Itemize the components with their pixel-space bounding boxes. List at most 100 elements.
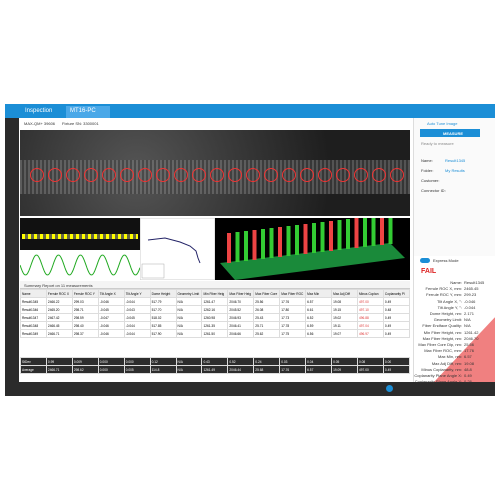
cell: 2045.52: [227, 305, 255, 314]
title-bar: [5, 104, 495, 118]
column-header: Ferrule ROC Y: [71, 289, 99, 298]
cell: N/A: [175, 305, 203, 314]
fiber-circle: [192, 168, 206, 182]
cell: 6.52: [305, 313, 333, 322]
result-label: Geometry Limit:: [433, 317, 462, 323]
cell: 0.04: [305, 357, 333, 366]
data-row[interactable]: Result1346 2465.20 298.71 -0.045 -0.043 517.7…: [20, 305, 411, 314]
cell: N/A: [175, 321, 203, 330]
column-header: Ferrule ROC X: [45, 289, 73, 298]
measure-label: MEASURE: [443, 131, 464, 136]
cell: -0.044: [123, 321, 151, 330]
cell: 517.79: [149, 297, 177, 306]
measure-button[interactable]: [420, 129, 480, 137]
result-value: Result1345: [464, 280, 485, 285]
column-header: Max Fiber Heig: [227, 289, 255, 298]
result-label: Max Fiber Height, nm:: [422, 335, 462, 341]
express-toggle[interactable]: [420, 258, 430, 263]
cell: 0.000: [123, 357, 151, 366]
result-value: N/A: [464, 317, 471, 323]
auto-tune[interactable]: Auto Tune Image: [427, 121, 458, 126]
summary-table-wrap: Name Ferrule ROC X Ferrule ROC Y Tilt Angle…: [20, 289, 411, 374]
stat-row: Average 2466.71 298.62 0.000 0.005 114.8 N/A 12…: [20, 365, 411, 374]
cell: 0.12: [149, 357, 177, 366]
3d-plot: [215, 218, 410, 280]
cell: 19.02: [331, 313, 358, 322]
cell: 0.49: [382, 297, 411, 306]
status-icon[interactable]: [386, 385, 393, 392]
bar-3d: [354, 218, 359, 248]
fiber-circle: [228, 168, 242, 182]
cell: 2466.71: [45, 329, 73, 338]
profile-plot: [20, 250, 140, 280]
tab-bg: [66, 106, 110, 118]
cell: 0.99: [45, 357, 73, 366]
cell: 19.11: [331, 321, 358, 330]
result-label: Max Fiber Core Dip, nm:: [418, 342, 462, 347]
tab[interactable]: MT16-PC: [70, 108, 96, 114]
bar-3d: [346, 219, 350, 249]
cell: 2465.20: [45, 305, 73, 314]
cell: 19.15: [331, 305, 358, 314]
bar-3d: [261, 229, 265, 259]
cell: -0.046: [97, 321, 125, 330]
cell: 298.37: [71, 329, 99, 338]
result-label: Fiber Endface Quality:: [422, 323, 462, 329]
cell: 17.80: [279, 305, 307, 314]
data-row[interactable]: Result1349 2466.71 298.37 -0.046 -0.044 517.9…: [20, 329, 411, 338]
column-header: Max Adj Diff: [331, 289, 358, 298]
cell: 2046.70: [227, 297, 255, 306]
data-row[interactable]: Result1347 2467.42 298.59 -0.047 -0.045 518.0…: [20, 313, 411, 322]
column-header: Geometry Limit: [175, 289, 203, 298]
cell: 517.90: [149, 329, 177, 338]
data-row[interactable]: Result1345 2466.22 299.03 -0.046 -0.044 517.7…: [20, 297, 411, 306]
fiber-circle: [102, 168, 116, 182]
fiber-circle: [174, 168, 188, 182]
bar-3d: [244, 231, 248, 261]
result-label: Min Fiber Height, nm:: [423, 329, 462, 335]
result-label: Ferrule ROC X, mm:: [425, 286, 462, 292]
cell: 0.03: [279, 357, 307, 366]
field-value[interactable]: My Results: [445, 168, 465, 173]
data-row[interactable]: Result1348 2466.45 298.40 -0.046 -0.044 517.8…: [20, 321, 411, 330]
sidebar: [5, 118, 19, 396]
bar-3d: [303, 224, 308, 254]
cell: 6.57: [305, 365, 333, 374]
result-label: Name:: [450, 280, 462, 285]
results-panel: [413, 256, 495, 382]
cell: -0.044: [123, 329, 151, 338]
fiber-circle: [300, 168, 314, 182]
cell: 2466.45: [45, 321, 73, 330]
cell: 2046.44: [227, 365, 255, 374]
tab[interactable]: Inspection: [25, 108, 53, 114]
result-value: 48.8: [464, 366, 472, 372]
fiber-circle: [84, 168, 98, 182]
cell: 0.009: [71, 357, 99, 366]
header-row: Name Ferrule ROC X Ferrule ROC Y Tilt Angle…: [20, 289, 411, 298]
bar-3d: [312, 223, 316, 253]
fiber-circle: [282, 168, 296, 182]
cell: 497.04: [356, 321, 384, 330]
cell: 298.71: [71, 305, 99, 314]
cell: -0.046: [97, 297, 125, 306]
cell: 1261.49: [201, 365, 229, 374]
field-label: Customer:: [421, 178, 440, 183]
result-value: 19.08: [464, 360, 475, 366]
cell: 19.07: [331, 329, 358, 338]
result-label: Coplanarity Plane Angle X:: [414, 373, 462, 378]
result-value: 2465.45: [464, 286, 479, 292]
cell: 0.49: [382, 313, 411, 322]
cell: Result1347: [20, 313, 47, 322]
cell: Result1345: [20, 297, 47, 306]
column-header: Max Min: [305, 289, 333, 298]
cell: 0.49: [382, 321, 411, 330]
field-value[interactable]: Result1345: [445, 158, 466, 163]
part-select[interactable]: MAX-QM+ 39606: [24, 121, 56, 126]
cell: -0.047: [97, 313, 125, 322]
result-value: 2.171: [464, 311, 475, 316]
cell: 0.00: [382, 357, 411, 366]
result-value: 17.76: [464, 348, 475, 354]
cell: 496.88: [356, 313, 384, 322]
field-label: Connector ID:: [421, 188, 446, 193]
